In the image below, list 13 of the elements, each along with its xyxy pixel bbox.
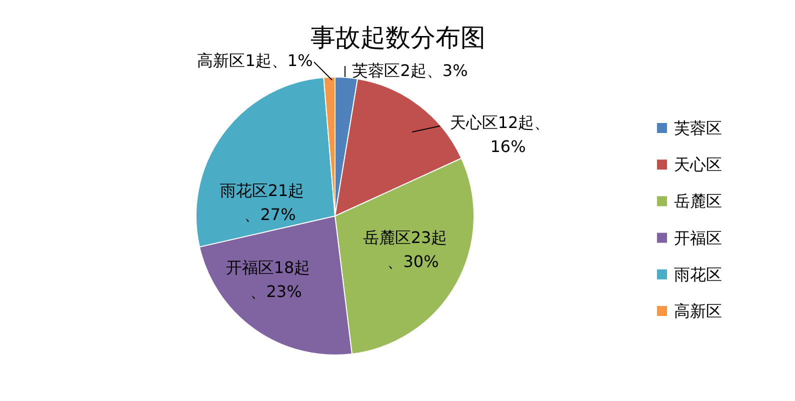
- data-label: 开福区18起、23%: [226, 258, 310, 301]
- legend-label: 高新区: [674, 302, 722, 320]
- data-label: 芙蓉区2起、3%: [352, 61, 468, 80]
- data-label: 天心区12起、16%: [450, 113, 550, 156]
- legend-label: 开福区: [674, 228, 722, 248]
- chart-title: 事故起数分布图: [310, 23, 486, 52]
- data-label: 高新区1起、1%: [197, 51, 313, 70]
- legend-label: 雨花区: [674, 264, 722, 284]
- legend-label: 天心区: [674, 155, 722, 174]
- legend-label: 芙蓉区: [674, 118, 722, 138]
- data-label: 岳麓区23起、30%: [362, 228, 448, 271]
- legend-label: 岳麓区: [674, 192, 722, 211]
- data-label: 雨花区21起、27%: [220, 181, 304, 224]
